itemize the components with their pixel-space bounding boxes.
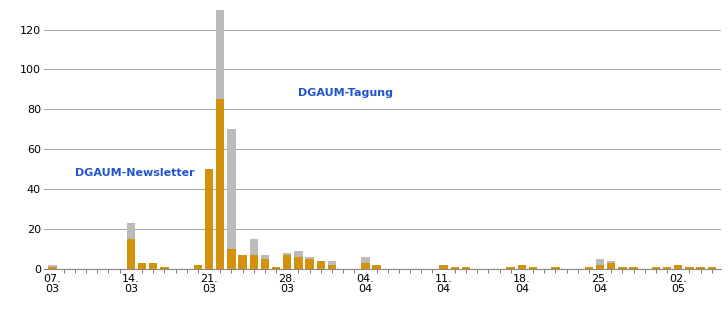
Bar <box>250 239 258 269</box>
Bar <box>529 268 537 269</box>
Bar <box>630 268 638 269</box>
Bar <box>618 268 627 269</box>
Bar <box>440 265 448 269</box>
Bar <box>697 268 705 269</box>
Bar <box>317 262 325 269</box>
Bar <box>138 268 146 269</box>
Bar <box>551 268 560 269</box>
Bar <box>361 257 370 269</box>
Bar <box>127 223 135 269</box>
Bar <box>205 249 213 269</box>
Bar <box>518 268 526 269</box>
Bar <box>216 100 224 269</box>
Bar <box>261 259 269 269</box>
Bar <box>238 259 247 269</box>
Text: DGAUM-Tagung: DGAUM-Tagung <box>298 88 393 99</box>
Bar <box>596 265 604 269</box>
Bar <box>227 249 236 269</box>
Bar <box>272 268 280 269</box>
Bar <box>373 268 381 269</box>
Bar <box>607 263 615 269</box>
Bar <box>630 268 638 269</box>
Bar <box>451 268 459 269</box>
Bar <box>149 268 157 269</box>
Bar <box>305 259 314 269</box>
Bar <box>674 265 682 269</box>
Bar <box>585 268 593 269</box>
Bar <box>305 257 314 269</box>
Bar <box>238 256 247 269</box>
Bar <box>283 256 291 269</box>
Bar <box>440 265 448 269</box>
Bar <box>328 262 336 269</box>
Bar <box>294 251 303 269</box>
Bar <box>272 268 280 269</box>
Bar <box>596 259 604 269</box>
Bar <box>685 268 694 269</box>
Bar <box>618 268 627 269</box>
Bar <box>227 129 236 269</box>
Bar <box>607 262 615 269</box>
Bar <box>529 268 537 269</box>
Bar <box>708 268 716 269</box>
Bar <box>328 265 336 269</box>
Text: DGAUM-Newsletter: DGAUM-Newsletter <box>75 168 194 178</box>
Bar <box>283 254 291 269</box>
Bar <box>127 239 135 269</box>
Bar <box>652 268 660 269</box>
Bar <box>373 265 381 269</box>
Bar <box>194 265 202 269</box>
Bar <box>674 265 682 269</box>
Bar <box>361 263 370 269</box>
Bar <box>216 10 224 269</box>
Bar <box>250 256 258 269</box>
Bar <box>160 268 168 269</box>
Bar <box>507 268 515 269</box>
Bar <box>49 265 57 269</box>
Bar <box>507 268 515 269</box>
Bar <box>205 170 213 269</box>
Bar <box>149 263 157 269</box>
Bar <box>317 262 325 269</box>
Bar <box>663 268 671 269</box>
Bar <box>462 268 470 269</box>
Bar <box>49 268 57 269</box>
Bar <box>518 265 526 269</box>
Bar <box>697 268 705 269</box>
Bar <box>138 263 146 269</box>
Bar <box>261 256 269 269</box>
Bar <box>685 268 694 269</box>
Bar <box>294 257 303 269</box>
